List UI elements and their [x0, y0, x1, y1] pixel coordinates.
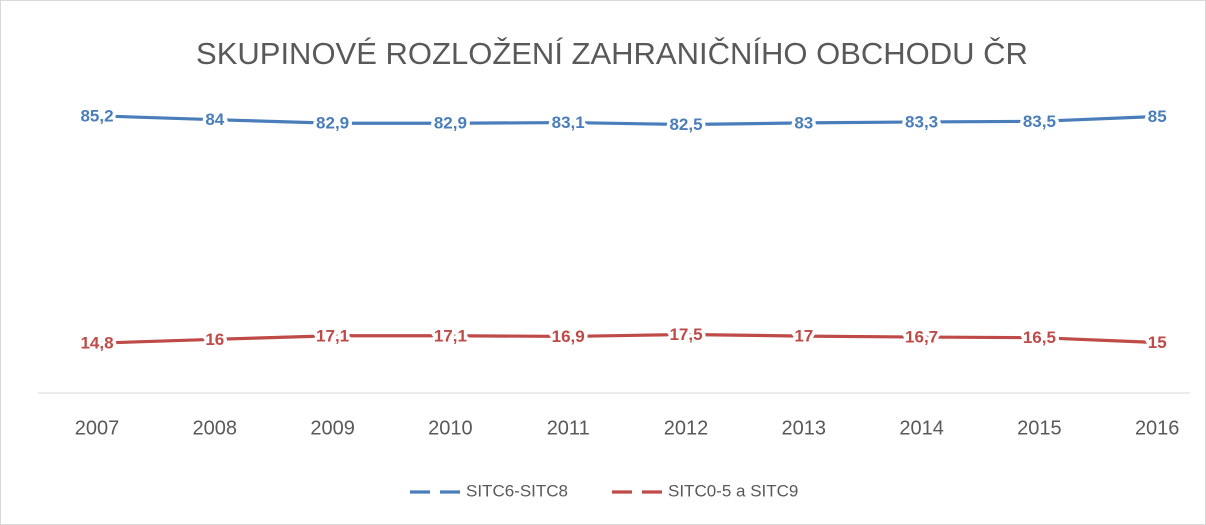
- data-label: 15: [1148, 333, 1167, 352]
- data-label: 82,9: [434, 114, 467, 133]
- data-label: 16,9: [552, 327, 585, 346]
- x-tick-label: 2011: [547, 417, 590, 439]
- data-label: 17: [794, 327, 813, 346]
- data-label: 16: [205, 330, 224, 349]
- x-tick-label: 2015: [1017, 417, 1062, 439]
- x-tick-label: 2016: [1135, 417, 1180, 439]
- x-tick-label: 2008: [193, 417, 238, 439]
- data-label: 83,5: [1023, 112, 1056, 131]
- data-label: 85: [1148, 107, 1167, 126]
- data-label: 16,7: [905, 328, 938, 347]
- legend-label: SITC0-5 a SITC9: [668, 481, 798, 500]
- x-tick-label: 2007: [75, 417, 120, 439]
- data-label: 17,1: [434, 326, 467, 345]
- data-label: 83,3: [905, 112, 938, 131]
- x-tick-label: 2012: [664, 417, 709, 439]
- data-label: 83,1: [552, 113, 585, 132]
- chart-title: SKUPINOVÉ ROZLOŽENÍ ZAHRANIČNÍHO OBCHODU…: [196, 36, 1028, 71]
- legend-label: SITC6-SITC8: [466, 481, 568, 500]
- data-label: 16,5: [1023, 328, 1056, 347]
- x-tick-label: 2013: [782, 417, 827, 439]
- x-tick-label: 2009: [310, 417, 355, 439]
- x-tick-label: 2010: [428, 417, 473, 439]
- data-label: 85,2: [80, 106, 113, 125]
- x-tick-label: 2014: [899, 417, 944, 439]
- data-label: 84: [205, 110, 224, 129]
- data-label: 14,8: [80, 334, 113, 353]
- data-label: 82,9: [316, 114, 349, 133]
- data-label: 83: [794, 113, 813, 132]
- data-label: 82,5: [669, 115, 702, 134]
- data-label: 17,1: [316, 326, 349, 345]
- line-series: [96, 114, 1158, 127]
- line-series: [96, 332, 1158, 345]
- data-label: 17,5: [669, 325, 702, 344]
